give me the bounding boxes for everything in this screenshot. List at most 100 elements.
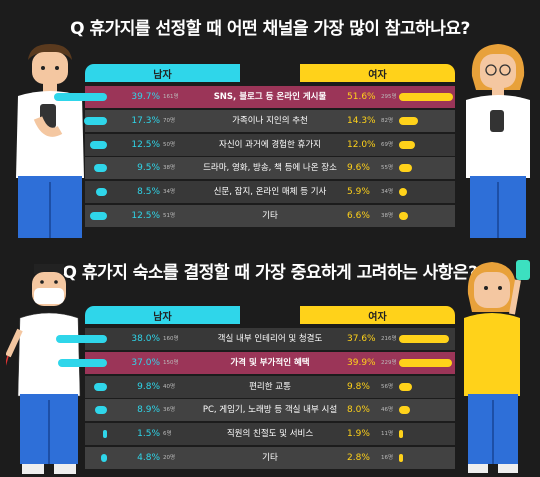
chart-2-legend-male: 남자: [85, 306, 240, 324]
female-count-label: 69명: [381, 141, 394, 148]
man-illustration: [16, 44, 84, 238]
female-bar: [399, 93, 453, 101]
table-row: 37.0% 150명 가격 및 부가적인 혜택 39.9% 229명: [57, 351, 455, 374]
table-row: 12.5% 50명 자신이 과거에 경험한 휴가지 12.0% 69명: [85, 133, 455, 156]
female-value-label: 9.6%: [347, 163, 370, 174]
female-bar: [399, 358, 453, 367]
male-count-label: 34명: [163, 189, 176, 196]
female-value-label: 5.9%: [347, 187, 370, 198]
female-count-label: 82명: [381, 117, 394, 124]
table-row: 1.5% 6명 직원의 친절도 및 서비스 1.9% 11명: [85, 423, 455, 446]
table-row: 17.3% 70명 가족이나 지인의 추천 14.3% 82명: [83, 109, 455, 132]
category-label: 직원의 친절도 및 서비스: [226, 429, 314, 440]
chart-2-title: Q 휴가지 숙소를 결정할 때 가장 중요하게 고려하는 사항은?: [62, 263, 478, 283]
female-bar: [399, 454, 403, 462]
male-value-label: 38.0%: [131, 334, 160, 344]
male-bar: [90, 140, 107, 149]
chart-1-legend-male: 남자: [85, 64, 240, 82]
female-bar: [399, 406, 410, 415]
female-value-label: 12.0%: [347, 139, 376, 150]
category-label: 가족이나 지인의 추천: [232, 115, 308, 126]
male-value-label: 9.5%: [137, 163, 160, 174]
woman-illustration: [466, 44, 530, 238]
male-bar: [93, 382, 107, 391]
female-bar: [399, 212, 408, 220]
male-count-label: 20명: [163, 455, 176, 461]
female-bar: [399, 335, 450, 343]
male-count-label: 161명: [163, 94, 179, 100]
category-label: 객실 내부 인테리어 및 청결도: [217, 334, 323, 344]
category-label: 편리한 교통: [249, 381, 291, 392]
category-label: 자신이 과거에 경험한 휴가지: [219, 139, 321, 150]
female-value-label: 39.9%: [347, 357, 376, 368]
female-value-label: 14.3%: [347, 115, 376, 126]
male-count-label: 50명: [163, 141, 176, 148]
chart-2-legend-female: 여자: [300, 306, 455, 324]
table-row: 8.5% 34명 신문, 잡지, 온라인 매체 등 기사 5.9% 34명: [85, 181, 455, 204]
category-label: 신문, 잡지, 온라인 매체 등 기사: [213, 187, 327, 198]
female-count-label: 55명: [381, 165, 394, 172]
category-label: PC, 게임기, 노래방 등 객실 내부 시설: [202, 405, 338, 416]
female-bar: [399, 188, 407, 197]
female-bar: [399, 164, 412, 173]
female-count-label: 229명: [381, 359, 397, 366]
male-bar: [95, 406, 107, 415]
female-value-label: 2.8%: [347, 453, 370, 463]
category-label: 기타: [262, 453, 278, 463]
chart-1-table: 남자 여자 39.7% 161명 SNS, 블로그 등 온라인 게시물 51.6% 29…: [54, 64, 455, 227]
male-bar: [94, 164, 107, 173]
male-count-label: 51명: [163, 213, 176, 219]
male-value-label: 8.5%: [137, 187, 160, 198]
female-value-label: 37.6%: [347, 334, 376, 344]
female-bar: [399, 382, 413, 391]
female-count-label: 16명: [381, 455, 394, 461]
male-value-label: 12.5%: [131, 139, 160, 150]
male-value-label: 8.9%: [137, 405, 160, 416]
male-bar: [90, 212, 107, 220]
male-bar: [57, 358, 107, 367]
male-bar: [83, 116, 107, 125]
male-bar: [103, 430, 107, 439]
female-bar: [399, 140, 415, 149]
female-value-label: 6.6%: [347, 211, 370, 221]
female-value-label: 51.6%: [347, 92, 376, 102]
female-count-label: 46명: [381, 407, 394, 414]
male-value-label: 12.5%: [131, 211, 160, 221]
female-value-label: 9.8%: [347, 381, 370, 392]
male-bar: [100, 454, 107, 462]
table-row: 8.9% 36명 PC, 게임기, 노래방 등 객실 내부 시설 8.0% 46명: [85, 399, 455, 422]
male-count-label: 6명: [163, 431, 172, 438]
male-count-label: 40명: [163, 383, 176, 390]
category-label: SNS, 블로그 등 온라인 게시물: [213, 92, 327, 102]
female-bar: [399, 430, 403, 439]
female-value-label: 1.9%: [347, 429, 370, 440]
female-count-label: 11명: [381, 431, 394, 438]
male-count-label: 38명: [163, 165, 176, 172]
chart-panel-1: Q 휴가지를 선정할 때 어떤 채널을 가장 많이 참고하나요? 남자 여자 3…: [0, 0, 540, 238]
table-row: 9.8% 40명 편리한 교통 9.8% 56명: [85, 375, 455, 398]
male-bar: [54, 93, 107, 101]
female-count-label: 295명: [381, 94, 397, 100]
table-row: 12.5% 51명 기타 6.6% 38명: [85, 205, 455, 227]
table-row: 4.8% 20명 기타 2.8% 16명: [85, 447, 455, 469]
male-count-label: 150명: [163, 359, 179, 366]
male-value-label: 37.0%: [131, 357, 160, 368]
male-count-label: 160명: [163, 336, 179, 342]
male-bar: [95, 188, 107, 197]
female-count-label: 216명: [381, 336, 397, 342]
male-value-label: 39.7%: [131, 92, 160, 102]
female-bar: [399, 116, 419, 125]
woman-phone-illustration: [464, 260, 530, 473]
table-row: 39.7% 161명 SNS, 블로그 등 온라인 게시물 51.6% 295명: [54, 86, 455, 108]
chart-1-title: Q 휴가지를 선정할 때 어떤 채널을 가장 많이 참고하나요?: [70, 19, 470, 39]
table-row: 9.5% 38명 드라마, 영화, 방송, 책 등에 나온 장소 9.6% 55명: [85, 157, 455, 180]
male-count-label: 36명: [163, 407, 176, 414]
chart-2-table: 남자 여자 38.0% 160명 객실 내부 인테리어 및 청결도 37.6% 216명…: [56, 306, 455, 469]
male-value-label: 17.3%: [131, 115, 160, 126]
chart-1-legend-female: 여자: [300, 64, 455, 82]
female-count-label: 38명: [381, 213, 394, 219]
female-count-label: 34명: [381, 189, 394, 196]
male-value-label: 9.8%: [137, 381, 160, 392]
category-label: 가격 및 부가적인 혜택: [230, 357, 310, 368]
table-row: 38.0% 160명 객실 내부 인테리어 및 청결도 37.6% 216명: [56, 328, 455, 350]
